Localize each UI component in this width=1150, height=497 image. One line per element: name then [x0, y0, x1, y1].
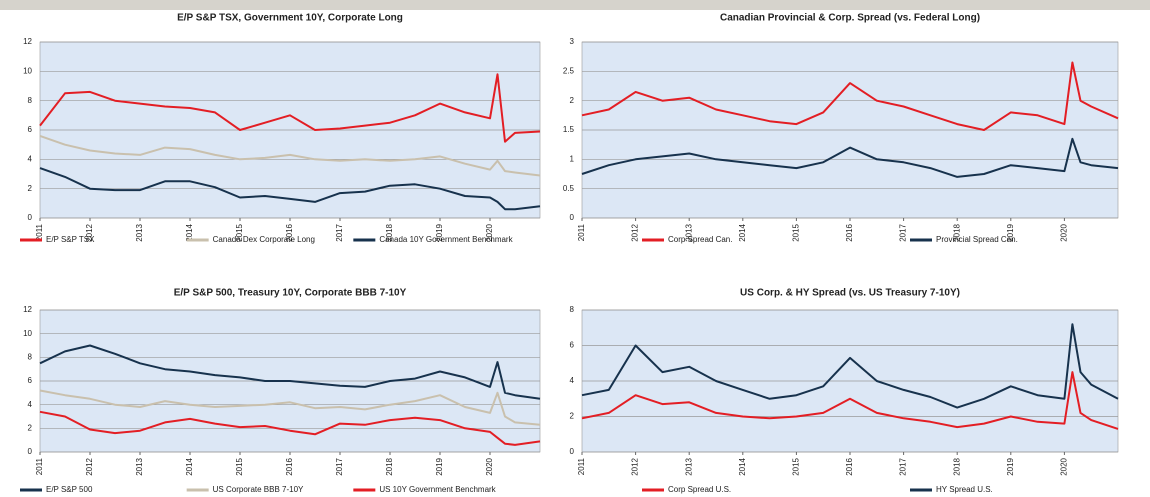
x-tick-label: 2018: [385, 457, 394, 475]
x-tick-label: 2020: [1060, 223, 1069, 241]
x-tick-label: 2018: [385, 223, 394, 241]
x-tick-label: 2016: [285, 457, 294, 475]
x-tick-label: 2012: [85, 457, 94, 475]
x-tick-label: 2016: [845, 223, 854, 241]
y-tick-label: 10: [23, 66, 32, 75]
y-tick-label: 8: [570, 305, 575, 314]
y-tick-label: 2.5: [563, 66, 575, 75]
series-line: [39, 73, 541, 143]
series-line: [581, 61, 1119, 131]
y-tick-label: 2: [570, 412, 575, 421]
series-line: [39, 167, 541, 211]
legend-label: Corp Spread Can.: [668, 235, 732, 244]
chart-title: E/P S&P TSX, Government 10Y, Corporate L…: [177, 13, 403, 24]
y-tick-label: 12: [23, 305, 32, 314]
y-tick-label: 2: [28, 184, 33, 193]
x-tick-label: 2013: [135, 223, 144, 241]
y-tick-label: 12: [23, 37, 32, 46]
series-line: [39, 389, 541, 426]
x-tick-label: 2011: [35, 457, 44, 475]
y-tick-label: 4: [28, 400, 33, 409]
y-tick-label: 8: [28, 352, 33, 361]
x-tick-label: 2015: [235, 457, 244, 475]
x-tick-label: 2014: [738, 223, 747, 241]
chart-title: E/P S&P 500, Treasury 10Y, Corporate BBB…: [174, 288, 407, 299]
x-tick-label: 2015: [792, 457, 801, 475]
legend-label: US 10Y Government Benchmark: [379, 485, 496, 494]
x-tick-label: 2017: [335, 457, 344, 475]
x-tick-label: 2020: [485, 223, 494, 241]
y-tick-label: 6: [570, 341, 575, 350]
legend-label: Corp Spread U.S.: [668, 485, 731, 494]
y-tick-label: 3: [570, 37, 575, 46]
x-tick-label: 2014: [185, 457, 194, 475]
y-tick-label: 4: [28, 154, 33, 163]
x-tick-label: 2013: [684, 457, 693, 475]
x-tick-label: 2019: [435, 223, 444, 241]
x-tick-label: 2019: [1006, 457, 1015, 475]
y-tick-label: 0: [28, 213, 33, 222]
y-tick-label: 2: [28, 423, 33, 432]
legend-label: E/P S&P TSX: [46, 235, 95, 244]
legend-label: Provincial Spread Can.: [936, 235, 1018, 244]
x-tick-label: 2011: [577, 457, 586, 475]
y-tick-label: 0: [28, 447, 33, 456]
chart-title: US Corp. & HY Spread (vs. US Treasury 7-…: [740, 288, 960, 299]
x-tick-label: 2011: [577, 223, 586, 241]
x-tick-label: 2012: [631, 223, 640, 241]
x-tick-label: 2014: [738, 457, 747, 475]
x-tick-label: 2017: [335, 223, 344, 241]
x-tick-label: 2012: [631, 457, 640, 475]
x-tick-label: 2013: [684, 223, 693, 241]
x-tick-label: 2011: [35, 223, 44, 241]
y-tick-label: 10: [23, 329, 32, 338]
x-tick-label: 2014: [185, 223, 194, 241]
x-tick-label: 2017: [899, 457, 908, 475]
legend-label: Canada Dex Corporate Long: [213, 235, 315, 244]
x-tick-label: 2018: [952, 223, 961, 241]
y-tick-label: 0: [570, 447, 575, 456]
x-tick-label: 2020: [485, 457, 494, 475]
series-line: [581, 323, 1119, 409]
x-tick-label: 2015: [792, 223, 801, 241]
y-tick-label: 0: [570, 213, 575, 222]
y-tick-label: 4: [570, 376, 575, 385]
legend-label: E/P S&P 500: [46, 485, 93, 494]
legend-label: HY Spread U.S.: [936, 485, 993, 494]
x-tick-label: 2016: [845, 457, 854, 475]
x-tick-label: 2020: [1060, 457, 1069, 475]
x-tick-label: 2017: [899, 223, 908, 241]
series-line: [39, 134, 541, 177]
y-tick-label: 0.5: [563, 184, 575, 193]
y-tick-label: 6: [28, 125, 33, 134]
x-tick-label: 2013: [135, 457, 144, 475]
y-tick-label: 6: [28, 376, 33, 385]
y-tick-label: 1.5: [563, 125, 575, 134]
top-band: [0, 0, 1150, 10]
y-tick-label: 2: [570, 96, 575, 105]
x-tick-label: 2018: [952, 457, 961, 475]
x-tick-label: 2019: [435, 457, 444, 475]
series-line: [39, 410, 541, 446]
legend-label: US Corporate BBB 7-10Y: [213, 485, 304, 494]
series-line: [581, 371, 1119, 430]
y-tick-label: 8: [28, 96, 33, 105]
chart-title: Canadian Provincial & Corp. Spread (vs. …: [720, 13, 980, 24]
legend-label: Canada 10Y Government Benchmark: [379, 235, 513, 244]
x-tick-label: 2019: [1006, 223, 1015, 241]
y-tick-label: 1: [570, 154, 575, 163]
series-line: [581, 137, 1119, 178]
x-tick-label: 2016: [285, 223, 294, 241]
x-tick-label: 2012: [85, 223, 94, 241]
series-line: [39, 344, 541, 400]
x-tick-label: 2015: [235, 223, 244, 241]
